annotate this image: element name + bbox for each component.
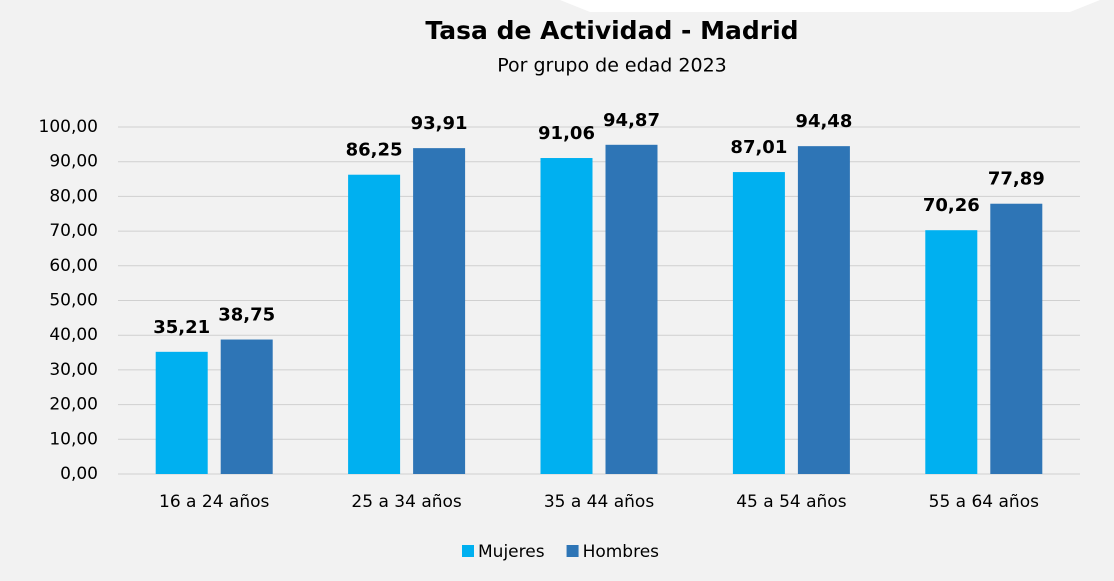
bar xyxy=(348,174,401,474)
legend-swatch xyxy=(566,545,579,557)
y-tick-label: 60,00 xyxy=(49,256,98,276)
y-tick-label: 50,00 xyxy=(49,291,98,311)
y-tick-label: 80,00 xyxy=(49,186,98,206)
x-tick-label: 16 a 24 años xyxy=(159,492,269,512)
x-tick-label: 25 a 34 años xyxy=(351,492,461,512)
bar xyxy=(732,172,785,474)
y-tick-label: 100,00 xyxy=(39,117,98,137)
bar xyxy=(540,158,593,475)
value-label: 91,06 xyxy=(538,123,595,144)
bar xyxy=(155,351,208,474)
legend-swatch xyxy=(462,545,474,557)
value-label: 94,48 xyxy=(795,111,852,132)
y-tick-label: 10,00 xyxy=(49,429,98,449)
bar xyxy=(413,148,466,474)
bar xyxy=(990,203,1043,475)
y-tick-label: 90,00 xyxy=(49,152,98,172)
x-tick-label: 55 a 64 años xyxy=(929,492,1039,512)
y-tick-label: 70,00 xyxy=(49,221,98,241)
decor xyxy=(560,0,1100,12)
value-label: 93,91 xyxy=(411,113,468,134)
value-label: 94,87 xyxy=(603,110,660,131)
value-label: 87,01 xyxy=(730,137,787,158)
value-label: 77,89 xyxy=(988,169,1045,190)
y-tick-label: 20,00 xyxy=(49,395,98,415)
x-tick-label: 35 a 44 años xyxy=(544,492,654,512)
value-label: 38,75 xyxy=(218,305,275,326)
bar xyxy=(220,339,273,474)
chart-subtitle: Por grupo de edad 2023 xyxy=(497,55,727,77)
value-label: 86,25 xyxy=(346,140,403,161)
legend-label: Hombres xyxy=(583,542,660,562)
y-tick-label: 40,00 xyxy=(49,325,98,345)
chart-title: Tasa de Actividad - Madrid xyxy=(425,16,798,45)
value-label: 35,21 xyxy=(153,317,210,338)
y-tick-label: 0,00 xyxy=(60,464,98,484)
bar xyxy=(925,230,978,474)
value-label: 70,26 xyxy=(923,195,980,216)
legend-label: Mujeres xyxy=(478,542,545,562)
x-tick-label: 45 a 54 años xyxy=(736,492,846,512)
y-tick-label: 30,00 xyxy=(49,360,98,380)
bar xyxy=(797,146,850,474)
bar xyxy=(605,144,658,475)
